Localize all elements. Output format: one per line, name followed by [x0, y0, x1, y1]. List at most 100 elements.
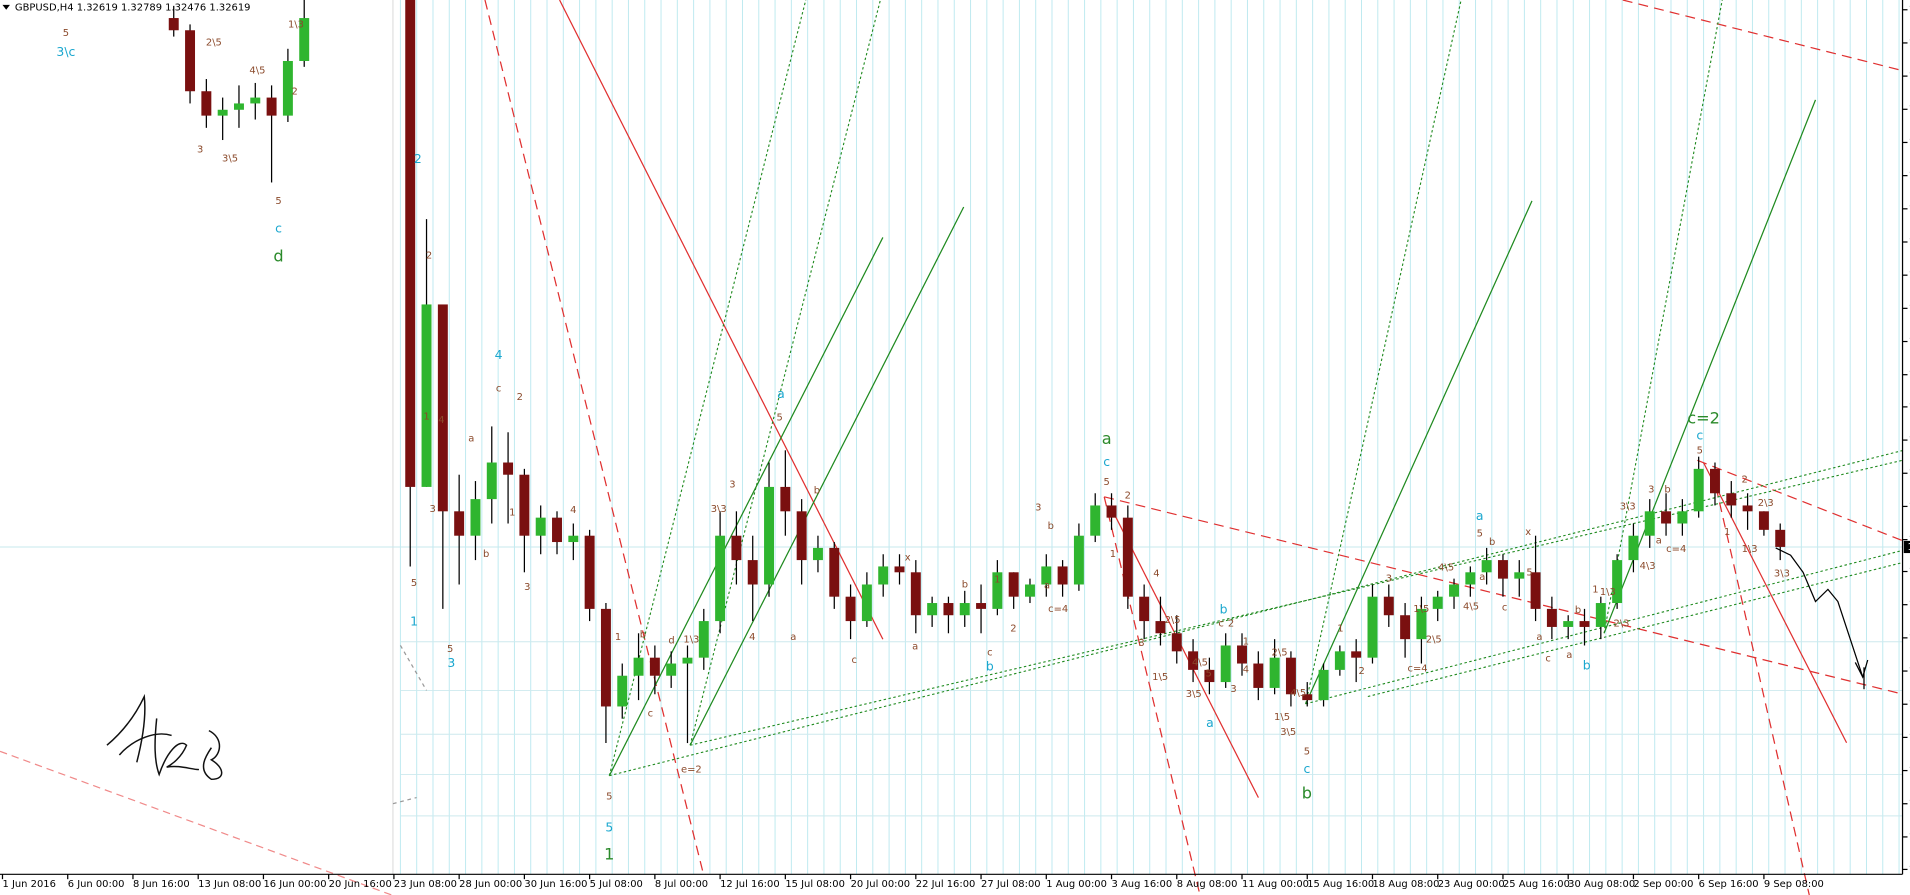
x-tick-label: 5 Jul 08:00 [590, 879, 643, 890]
wave-label: a [1479, 572, 1485, 583]
candle-body [943, 603, 954, 616]
x-tick-label: 22 Jul 16:00 [916, 879, 976, 890]
wave-label: 1 [994, 575, 1000, 586]
wave-label: 5 [1104, 477, 1110, 488]
channel-line [1305, 200, 1533, 705]
candle-body [878, 566, 889, 585]
candle-body [1726, 493, 1737, 506]
menu-icon[interactable] [2, 4, 10, 10]
wave-label: 3 [1230, 684, 1236, 695]
candle-body [1497, 560, 1508, 579]
trend-line [0, 750, 392, 895]
y-tick-label: 1.38190 [1909, 270, 1910, 281]
wave-label: 4\5 [1463, 601, 1479, 612]
y-tick-label: 1.34130 [1909, 468, 1910, 479]
candle-body [1644, 511, 1655, 536]
wave-label: 1\3 [683, 634, 699, 645]
candle-body [1742, 505, 1753, 512]
candle-body [405, 0, 416, 487]
channel-line [1367, 562, 1903, 698]
wave-label: 3 [197, 145, 203, 156]
y-tick-label: 1.36830 [1909, 337, 1910, 348]
candle-body [584, 535, 595, 609]
wave-label: 1 [1243, 637, 1249, 648]
wave-label: c [275, 222, 282, 236]
y-tick-label: 1.42950 [1909, 38, 1910, 49]
wave-label: 3 [1138, 638, 1144, 649]
x-tick-label: 3 Aug 16:00 [1112, 879, 1173, 890]
channel-line [690, 459, 1903, 746]
x-tick-label: 6 Sep 16:00 [1699, 879, 1759, 890]
wave-label: b [1583, 659, 1591, 673]
forecast-path [1775, 547, 1864, 678]
wave-label: b [1048, 521, 1054, 532]
x-tick-label: 15 Aug 16:00 [1307, 879, 1374, 890]
wave-label: a [1536, 632, 1542, 643]
wave-label: 3\5 [1186, 689, 1202, 700]
y-tick-label: 1.33450 [1909, 501, 1910, 512]
y-tick-label: 1.32116 [1909, 567, 1910, 578]
channel-line [1603, 99, 1817, 634]
candle-body [234, 103, 244, 110]
candle-body [747, 560, 758, 585]
candle-body [959, 603, 970, 616]
y-tick-label: 1.39550 [1909, 204, 1910, 215]
x-tick-label: 20 Jul 00:00 [851, 879, 911, 890]
x-tick-label: 11 Aug 00:00 [1242, 879, 1309, 890]
wave-label: 1\5 [1413, 604, 1429, 615]
channel-line [1305, 549, 1903, 705]
wave-label: a [1566, 650, 1572, 661]
candle-body [1334, 651, 1345, 670]
wave-label: a [790, 632, 796, 643]
wave-label: 4 [1153, 569, 1159, 580]
candle-body [1710, 468, 1720, 494]
candle-body [992, 572, 1003, 609]
y-tick-label: 1.37510 [1909, 303, 1910, 314]
candle-body [976, 603, 987, 609]
wave-label: 2 [1741, 475, 1747, 486]
y-tick-label: 1.34810 [1909, 435, 1910, 446]
x-tick-label: 1 Aug 00:00 [1046, 879, 1107, 890]
wave-label: 3 [729, 480, 735, 491]
wave-label: 5 [63, 28, 69, 39]
candle-body [168, 18, 179, 31]
x-tick-label: 27 Jul 08:00 [981, 879, 1041, 890]
candle-body [666, 663, 677, 676]
y-tick-label: 1.30756 [1909, 633, 1910, 644]
candle-body [1237, 645, 1247, 664]
wave-label: a [1044, 581, 1050, 592]
x-tick-label: 23 Aug 00:00 [1438, 879, 1505, 890]
wave-label: 4\3 [1640, 561, 1656, 572]
wave-label: a [912, 642, 918, 653]
y-tick-label: 1.42270 [1909, 71, 1910, 82]
candle-body [1188, 651, 1199, 670]
x-tick-label: 23 Jun 08:00 [394, 879, 457, 890]
candle-body [1041, 566, 1052, 585]
wave-label: 4 [749, 632, 755, 643]
candle-body [266, 97, 277, 116]
candle-body [682, 657, 693, 664]
candle-body [600, 608, 611, 707]
x-tick-label: 28 Jun 00:00 [459, 879, 522, 890]
wave-label: c [1218, 619, 1223, 630]
wave-label: c=4 [1666, 544, 1686, 555]
candle-body [1367, 596, 1378, 658]
candle-body [1693, 468, 1704, 512]
candle-body [503, 462, 514, 475]
y-tick-label: 1.28716 [1909, 732, 1910, 743]
wave-label: 1 [410, 615, 418, 629]
wave-label: c=4 [1048, 604, 1068, 615]
trend-line [1103, 496, 1201, 895]
candle-body [1775, 529, 1786, 547]
wave-label: 5 [606, 791, 612, 802]
wave-label: c=4 [1408, 664, 1428, 675]
candle-body [1090, 505, 1101, 536]
candle-body [845, 596, 856, 622]
wave-label: 5 [777, 413, 783, 424]
wave-label: 2 [414, 152, 422, 166]
wave-label: 1\5 [1274, 712, 1290, 723]
wave-label: b [986, 660, 994, 674]
wave-label: c [1545, 654, 1550, 665]
y-tick-label: 1.31436 [1909, 600, 1910, 611]
